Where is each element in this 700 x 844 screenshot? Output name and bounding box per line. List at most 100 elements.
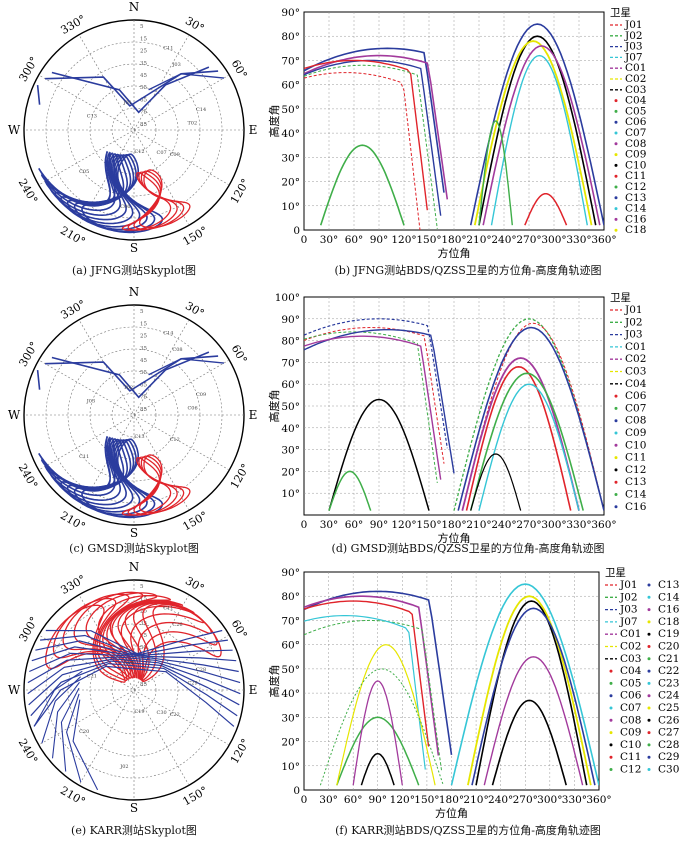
series-line: [304, 54, 449, 200]
chart-jfng: 0 30° 60° 90° 120° 150° 180° 210° 240° 270° 300° 33…: [268, 7, 647, 258]
elevation-label: 35: [140, 346, 147, 352]
legend-item: C10: [614, 159, 646, 171]
caption-c: (c) GMSD测站Skyplot图: [69, 542, 199, 555]
legend-item: C27: [647, 727, 679, 739]
legend-item: J03: [610, 41, 643, 53]
legend-label: C04: [625, 378, 647, 390]
legend-item: C10: [609, 739, 641, 751]
satellite-track: [40, 151, 116, 212]
satellite-label: J03: [86, 398, 95, 404]
y-tick-label: 20°: [281, 737, 300, 749]
series-line: [304, 335, 442, 480]
legend-swatch: [614, 228, 618, 232]
elevation-label: 65: [140, 97, 147, 103]
series-line: [467, 595, 592, 786]
y-tick-label: 30°: [281, 712, 300, 724]
azimuth-spoke: [78, 319, 190, 511]
legend-swatch: [614, 153, 618, 157]
series-line: [336, 644, 436, 786]
legend-label: C13: [625, 192, 646, 204]
y-tick-label: 90°: [281, 314, 300, 326]
legend-item: C02: [610, 73, 646, 85]
legend-swatch: [614, 163, 618, 167]
x-tick-label: 240°: [491, 519, 516, 531]
series-line: [304, 59, 428, 211]
legend-item: C16: [614, 213, 647, 225]
elevation-label: 55: [140, 85, 147, 91]
chart-series: [304, 583, 599, 786]
series-line: [328, 470, 372, 511]
legend-label: C12: [625, 464, 646, 476]
series-line: [471, 607, 596, 786]
elevation-label: 85: [140, 407, 147, 413]
satellite-label: C09: [170, 152, 180, 158]
legend-swatch: [609, 718, 613, 722]
legend-item: C05: [609, 677, 641, 689]
legend-label: C04: [620, 665, 642, 677]
y-tick-label: 60°: [281, 640, 300, 652]
satellite-track: [148, 73, 225, 91]
direction-w: W: [8, 683, 21, 697]
legend-item: C09: [609, 727, 641, 739]
legend-swatch: [614, 109, 618, 113]
legend-label: C06: [620, 690, 642, 702]
azimuth-spoke: [78, 594, 190, 786]
elevation-label: 5: [140, 309, 144, 315]
direction-e: E: [249, 123, 258, 137]
legend-label: C11: [625, 452, 646, 464]
legend-swatch: [647, 718, 651, 722]
satellite-label: C26: [172, 622, 182, 628]
elevation-label: 25: [140, 334, 147, 340]
series-line: [490, 54, 588, 226]
y-axis-label: 高度角: [268, 105, 281, 138]
x-tick-label: 30°: [319, 794, 338, 806]
elevation-label: 85: [140, 122, 147, 128]
direction-n: N: [129, 560, 140, 574]
legend-swatch: [614, 493, 618, 496]
x-tick-label: 360°: [591, 234, 616, 246]
legend-swatch: [614, 217, 618, 221]
x-tick-label: 360°: [591, 519, 616, 531]
y-tick-label: 100°: [275, 292, 300, 304]
legend-item: C18: [647, 616, 679, 628]
y-tick-label: 50°: [281, 664, 300, 676]
satellite-label: J03: [171, 62, 180, 68]
y-tick-label: 60°: [281, 379, 300, 391]
legend-label: C23: [658, 677, 679, 689]
satellite-label: C11: [163, 606, 173, 612]
angle-label: 30°: [183, 299, 206, 320]
satellite-track: [36, 370, 41, 390]
legend-label: J03: [619, 604, 638, 616]
legend-item: C12: [609, 764, 641, 776]
legend-swatch: [647, 694, 651, 698]
legend-label: C14: [625, 489, 647, 501]
legend-item: C25: [647, 702, 679, 714]
y-tick-label: 80°: [281, 591, 300, 603]
elevation-label: 35: [140, 621, 147, 627]
x-tick-label: 240°: [488, 794, 513, 806]
legend-swatch: [614, 185, 618, 189]
legend-label: C09: [625, 149, 646, 161]
x-tick-label: 120°: [390, 794, 415, 806]
legend-item: C06: [614, 116, 647, 128]
y-tick-label: 80°: [281, 31, 300, 43]
satellite-track: [51, 351, 210, 399]
skyplot-tracks: C11 C14 C09 C12 C05 C13 J01 J03 T02 C07 C06: [36, 46, 225, 234]
caption-d: (d) GMSD测站BDS/QZSS卫星的方位角-高度角轨迹图: [331, 542, 605, 555]
satellite-label: J02: [119, 764, 128, 770]
x-tick-label: 360°: [586, 794, 611, 806]
legend-item: C07: [609, 702, 641, 714]
series-line: [304, 600, 430, 747]
x-tick-label: 180°: [441, 519, 466, 531]
legend-item: C01: [605, 628, 641, 640]
legend-item: C13: [614, 192, 646, 204]
legend-label: C02: [625, 353, 646, 365]
series-line: [465, 365, 572, 511]
legend-swatch: [609, 743, 613, 747]
x-tick-label: 270°: [516, 519, 541, 531]
elevation-label: 15: [140, 36, 147, 42]
legend-swatch: [609, 768, 613, 771]
series-line: [319, 668, 444, 786]
legend-item: C10: [614, 439, 646, 451]
legend-item: C09: [614, 149, 646, 161]
